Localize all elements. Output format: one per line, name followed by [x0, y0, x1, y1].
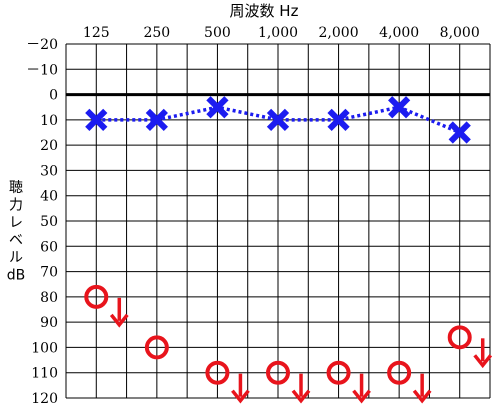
x-tick-label-6: 8,000 [440, 25, 480, 41]
circle-marker-1 [144, 335, 169, 360]
y-tick-label-8: 60 [40, 239, 58, 255]
cross-marker-6 [448, 121, 471, 144]
cross-marker-2 [206, 96, 229, 119]
y-label-part-1: 力 [9, 198, 23, 214]
cross-stroke-b [145, 108, 168, 131]
circle-marker-6 [447, 325, 472, 350]
y-label-part-5: dB [7, 268, 26, 284]
scale-out-arrow-5 [412, 373, 432, 404]
circle-marker-0 [84, 284, 109, 309]
y-tick-label-10: 80 [40, 290, 58, 306]
series [84, 96, 493, 404]
chart-title: 周波数 Hz [230, 2, 299, 20]
cross-stroke-b [85, 108, 108, 131]
scale-out-arrow-0 [109, 297, 129, 328]
x-tick-label-0: 125 [83, 25, 110, 41]
cross-marker-0 [85, 108, 108, 131]
cross-marker-3 [266, 108, 290, 131]
y-tick-labels: －20 －10 0 10 20 30 40 50 60 70 80 90 100 110 120 [26, 37, 58, 407]
cross-marker-1 [145, 108, 168, 131]
circle-marker-3 [266, 360, 290, 385]
y-tick-label-5: 30 [40, 163, 58, 179]
y-tick-label-1: －10 [26, 62, 58, 78]
circle-marker-5 [387, 360, 412, 385]
y-tick-label-2: 0 [49, 88, 58, 104]
circle-marker-4 [326, 360, 351, 385]
arrow-head [473, 354, 493, 369]
x-tick-labels: 125 250 500 1,000 2,000 4,000 8,000 [83, 25, 480, 41]
arrow-head [412, 389, 432, 404]
y-tick-label-14: 120 [31, 391, 58, 407]
arrow-head [352, 389, 371, 404]
arrow-head [291, 389, 311, 404]
x-tick-label-5: 4,000 [379, 25, 419, 41]
y-tick-label-12: 100 [31, 340, 58, 356]
series-0 [85, 96, 471, 144]
y-tick-label-0: －20 [26, 37, 58, 53]
x-tick-label-2: 500 [204, 25, 231, 41]
x-tick-label-4: 2,000 [319, 25, 359, 41]
y-tick-label-6: 40 [40, 189, 58, 205]
y-tick-label-9: 70 [40, 265, 58, 281]
cross-stroke-b [266, 108, 290, 131]
grid [65, 43, 491, 399]
y-label-part-2: レ [9, 215, 23, 231]
scale-out-arrow-3 [291, 373, 311, 404]
scale-out-arrow-2 [231, 373, 250, 404]
cross-marker-4 [327, 108, 350, 131]
x-tick-label-3: 1,000 [258, 25, 298, 41]
cross-marker-5 [388, 96, 411, 119]
y-tick-label-3: 10 [40, 113, 58, 129]
scale-out-arrow-6 [473, 338, 493, 369]
y-tick-label-4: 20 [40, 138, 58, 154]
x-tick-label-1: 250 [143, 25, 170, 41]
y-label-part-3: ベ [9, 233, 23, 249]
scale-out-arrow-4 [352, 373, 371, 404]
y-tick-label-11: 90 [40, 315, 58, 331]
cross-stroke-b [327, 108, 350, 131]
arrow-head [231, 389, 250, 404]
cross-stroke-b [448, 121, 471, 144]
y-tick-label-13: 110 [31, 366, 58, 382]
arrow-head [109, 313, 129, 328]
cross-stroke-b [206, 96, 229, 119]
y-tick-label-7: 50 [40, 214, 58, 230]
circle-marker-2 [205, 360, 230, 385]
cross-stroke-b [388, 96, 411, 119]
series-1 [84, 284, 493, 404]
y-label-part-4: ル [9, 250, 23, 266]
y-label-part-0: 聴 [9, 180, 23, 196]
